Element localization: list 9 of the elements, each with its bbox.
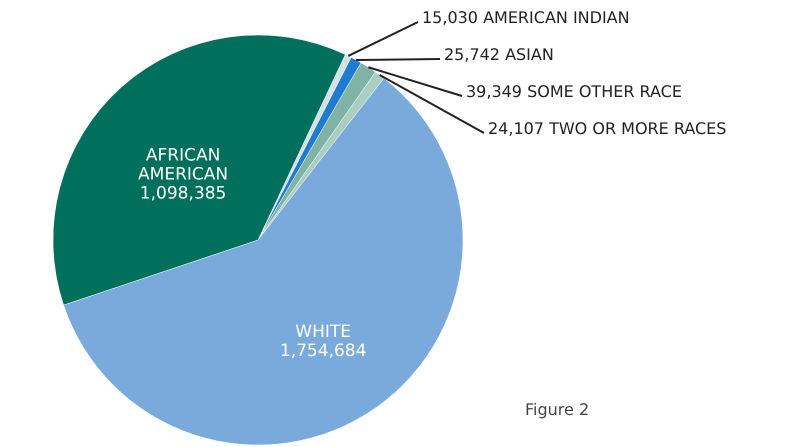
slice-label: 24,107 TWO OR MORE RACES — [488, 119, 726, 138]
data-label: 1,754,684 — [280, 341, 366, 362]
caption: Figure 2 — [525, 400, 590, 419]
slice-label: 15,030 AMERICAN INDIAN — [422, 8, 630, 27]
slice-label: AFRICAN AMERICAN — [138, 146, 228, 185]
slice-label: WHITE — [295, 322, 352, 342]
slice-label: 39,349 SOME OTHER RACE — [466, 82, 682, 101]
data-label: 1,098,385 — [140, 184, 226, 204]
slice-label: 25,742 ASIAN — [444, 45, 554, 64]
